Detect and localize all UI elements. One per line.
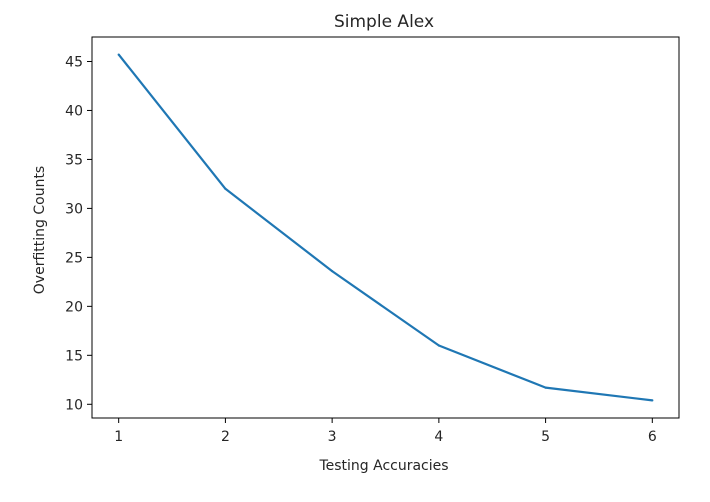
x-tick-label: 5 (541, 429, 550, 445)
series-line (117, 53, 653, 402)
data-point (224, 187, 227, 190)
y-tick-label: 30 (65, 201, 83, 217)
y-tick-label: 20 (65, 299, 83, 315)
data-point (117, 53, 120, 56)
y-tick-label: 15 (65, 348, 83, 364)
y-axis-label: Overfitting Counts (32, 166, 48, 294)
x-tick-label: 2 (221, 429, 230, 445)
plot-frame (91, 36, 680, 419)
data-point (544, 386, 547, 389)
data-point (437, 344, 440, 347)
x-axis-label: Testing Accuracies (318, 458, 448, 474)
x-tick-label: 1 (114, 429, 123, 445)
y-tick-label: 10 (65, 397, 83, 413)
y-tick-label: 25 (65, 250, 83, 266)
x-tick-label: 3 (328, 429, 337, 445)
data-point (651, 399, 654, 402)
x-tick-label: 4 (434, 429, 443, 445)
chart-title: Simple Alex (334, 12, 434, 32)
y-tick-label: 35 (65, 152, 83, 168)
x-tick-label: 6 (648, 429, 657, 445)
y-tick-label: 45 (65, 54, 83, 70)
y-tick-label: 40 (65, 103, 83, 119)
data-point (331, 269, 334, 273)
